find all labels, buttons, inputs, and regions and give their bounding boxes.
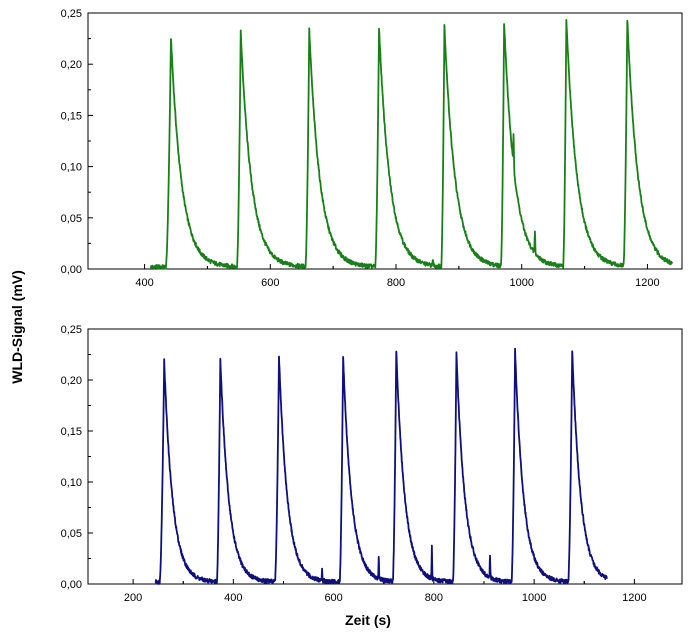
peak-point: [378, 28, 380, 31]
x-tick-label: 1000: [509, 277, 533, 289]
signal-line: [154, 347, 608, 585]
peak-point: [503, 24, 506, 27]
y-tick-label: 0,15: [61, 110, 82, 122]
plot-frame: [87, 328, 683, 585]
y-tick-label: 0,10: [61, 162, 82, 174]
y-tick-label: 0,05: [61, 213, 82, 225]
x-tick-label: 800: [387, 277, 405, 289]
peak-point: [626, 21, 629, 24]
peak-point: [571, 351, 574, 354]
peak-point: [308, 31, 311, 34]
y-axis-title: WLD-Signal (mV): [9, 270, 25, 384]
y-tick-label: 0,05: [61, 528, 82, 540]
peak-point: [443, 26, 446, 29]
x-tick-label: 400: [135, 277, 153, 289]
peak-point: [278, 357, 280, 360]
y-tick-label: 0,20: [61, 375, 82, 387]
peak-point: [170, 38, 172, 41]
chart-top: 0,00 0,05 0,10 0,15 0,20 0,25 400 600 800 1000 120…: [61, 8, 683, 289]
x-tick-label: 800: [425, 592, 443, 604]
x-axis-title: Zeit (s): [345, 612, 391, 628]
x-tick-label: 1200: [635, 277, 659, 289]
x-tick-label: 400: [224, 592, 242, 604]
y-tick-label: 0,25: [61, 324, 82, 336]
y-tick-label: 0,25: [61, 8, 82, 20]
peak-point: [239, 33, 242, 36]
x-tick-label: 200: [124, 592, 142, 604]
x-tick-label: 1000: [522, 592, 546, 604]
peak-point: [455, 354, 458, 357]
y-tick-label: 0,10: [61, 477, 82, 489]
x-tick-label: 600: [324, 592, 342, 604]
signal-line: [149, 19, 674, 270]
peak-point: [163, 361, 166, 364]
chart-bottom: 0,00 0,05 0,10 0,15 0,20 0,25 200 400 600 800 1000…: [61, 324, 683, 604]
y-tick-label: 0,20: [61, 59, 82, 71]
y-tick-label: 0,15: [61, 426, 82, 438]
peak-point: [514, 351, 516, 354]
peak-point: [219, 359, 222, 362]
y-tick-label: 0,00: [61, 579, 82, 591]
peak-point: [565, 21, 568, 24]
x-tick-label: 1200: [622, 592, 646, 604]
peak-point: [395, 351, 398, 354]
peak-point: [342, 357, 345, 360]
y-tick-label: 0,00: [61, 264, 82, 276]
x-tick-label: 600: [261, 277, 279, 289]
